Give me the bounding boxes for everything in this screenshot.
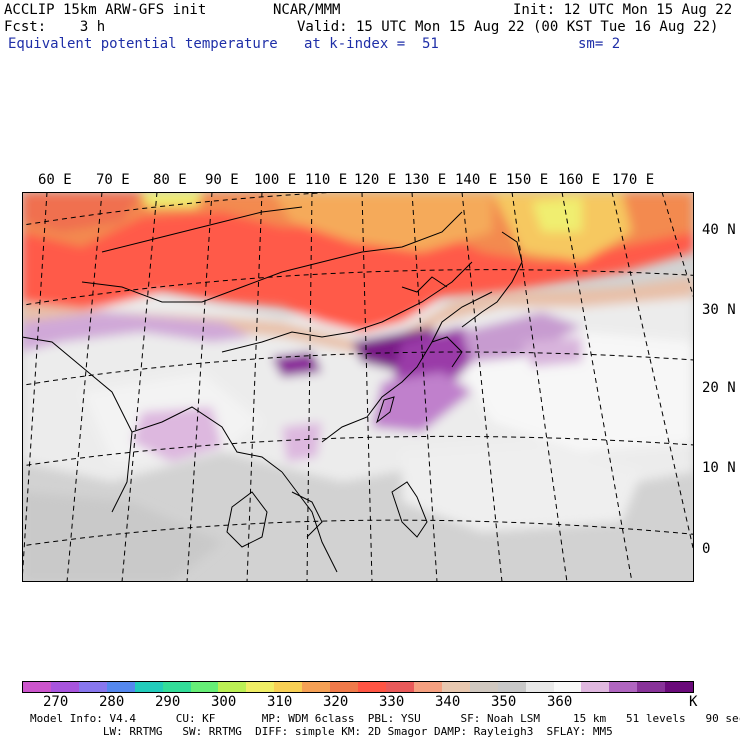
lon-label: 120 E [354,172,397,188]
lon-label: 60 E [38,172,72,188]
model-info: Model Info: V4.4 CU: KF MP: WDM 6class P… [30,712,740,725]
colorbar-swatch [358,682,386,692]
colorbar-swatch [665,682,694,692]
model-physics: LW: RRTMG SW: RRTMG DIFF: simple KM: 2D … [30,725,613,738]
graticule [22,192,694,582]
lat-label: 40 N [702,222,736,238]
colorbar-label: 360 [547,694,573,710]
colorbar-label: 310 [267,694,293,710]
colorbar [22,681,694,693]
colorbar-label: 330 [379,694,405,710]
colorbar-label: 280 [99,694,125,710]
colorbar-swatch [190,682,219,692]
colorbar-swatch [50,682,79,692]
colorbar-swatch [78,682,107,692]
lon-label: 100 E [254,172,297,188]
valid-time: Valid: 15 UTC Mon 15 Aug 22 (00 KST Tue … [297,19,719,35]
colorbar-swatch [553,682,582,692]
lat-label: 0 [702,541,711,557]
colorbar-swatch [246,682,275,692]
lat-label: 10 N [702,460,736,476]
colorbar-swatch [497,682,526,692]
colorbar-label: 290 [155,694,181,710]
coastlines [22,206,523,573]
colorbar-swatch [609,682,638,692]
colorbar-swatch [413,682,442,692]
lat-label: 30 N [702,302,736,318]
lon-label: 160 E [558,172,601,188]
colorbar-swatch [581,682,610,692]
lon-label: 80 E [153,172,187,188]
lon-label: 70 E [96,172,130,188]
level-index: at k-index = 51 [304,36,439,52]
lon-label: 90 E [205,172,239,188]
colorbar-label: 340 [435,694,461,710]
colorbar-label: 320 [323,694,349,710]
colorbar-swatch [302,682,331,692]
lon-label: 140 E [455,172,498,188]
colorbar-swatch [162,682,191,692]
colorbar-swatch [469,682,498,692]
map-frame [22,192,694,582]
lon-label: 150 E [506,172,549,188]
colorbar-swatch [525,682,554,692]
smoothing-value: sm= 2 [578,36,621,52]
colorbar-unit: K [689,694,698,710]
init-time: Init: 12 UTC Mon 15 Aug 22 [513,2,733,18]
colorbar-swatch [218,682,247,692]
colorbar-label: 350 [491,694,517,710]
forecast-hour: Fcst: 3 h [4,19,106,35]
colorbar-swatch [385,682,414,692]
colorbar-label: 300 [211,694,237,710]
colorbar-swatch [330,682,359,692]
colorbar-swatch [134,682,163,692]
field-name: Equivalent potential temperature [8,36,278,52]
model-title: ACCLIP 15km ARW-GFS init [4,2,207,18]
colorbar-swatch [637,682,666,692]
colorbar-swatch [441,682,470,692]
lon-label: 130 E [404,172,447,188]
lon-label: 110 E [305,172,348,188]
lat-label: 20 N [702,380,736,396]
colorbar-label: 270 [43,694,69,710]
colorbar-swatch [23,682,51,692]
weather-map [22,192,694,582]
organization-label: NCAR/MMM [273,2,341,18]
colorbar-swatch [274,682,303,692]
colorbar-swatch [106,682,135,692]
lon-label: 170 E [612,172,655,188]
